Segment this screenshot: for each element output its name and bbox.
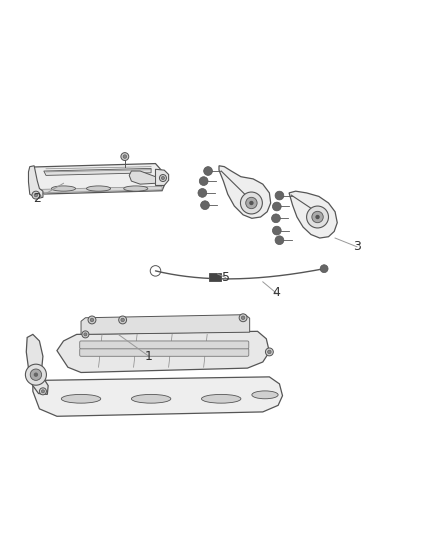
- Circle shape: [272, 226, 281, 235]
- Circle shape: [159, 174, 166, 182]
- Polygon shape: [289, 191, 337, 238]
- Circle shape: [123, 155, 127, 158]
- Circle shape: [88, 316, 96, 324]
- Circle shape: [240, 192, 262, 214]
- Ellipse shape: [51, 186, 75, 191]
- Ellipse shape: [61, 394, 101, 403]
- Polygon shape: [57, 332, 269, 373]
- Circle shape: [199, 177, 208, 185]
- Circle shape: [241, 316, 245, 319]
- Circle shape: [239, 314, 247, 322]
- Polygon shape: [28, 166, 43, 199]
- Circle shape: [307, 206, 328, 228]
- Circle shape: [34, 373, 38, 377]
- Polygon shape: [33, 377, 283, 416]
- Text: 1: 1: [145, 350, 153, 363]
- Circle shape: [30, 369, 42, 381]
- Circle shape: [268, 350, 271, 354]
- Circle shape: [204, 167, 212, 175]
- Circle shape: [25, 364, 46, 385]
- Circle shape: [121, 152, 129, 160]
- Circle shape: [39, 388, 46, 395]
- Circle shape: [32, 191, 40, 199]
- Polygon shape: [155, 169, 169, 185]
- Text: 5: 5: [222, 271, 230, 284]
- FancyBboxPatch shape: [209, 273, 221, 281]
- Polygon shape: [37, 187, 162, 193]
- Ellipse shape: [201, 394, 241, 403]
- Polygon shape: [30, 164, 164, 194]
- Circle shape: [121, 318, 124, 322]
- Circle shape: [82, 331, 89, 338]
- Circle shape: [320, 265, 328, 273]
- Circle shape: [201, 201, 209, 209]
- Circle shape: [275, 236, 284, 245]
- Ellipse shape: [86, 186, 110, 191]
- Circle shape: [198, 189, 207, 197]
- Circle shape: [161, 176, 165, 180]
- Ellipse shape: [124, 186, 148, 191]
- Ellipse shape: [252, 391, 278, 399]
- Circle shape: [272, 202, 281, 211]
- Circle shape: [90, 318, 94, 322]
- FancyBboxPatch shape: [80, 349, 249, 356]
- Circle shape: [41, 390, 45, 393]
- Circle shape: [265, 348, 273, 356]
- Polygon shape: [129, 171, 155, 184]
- Text: 2: 2: [33, 192, 41, 205]
- Circle shape: [312, 211, 323, 223]
- Circle shape: [34, 193, 38, 197]
- Circle shape: [275, 191, 284, 200]
- Text: 3: 3: [353, 240, 361, 253]
- FancyBboxPatch shape: [80, 341, 249, 349]
- Polygon shape: [219, 166, 271, 219]
- Circle shape: [272, 214, 280, 223]
- Polygon shape: [81, 314, 250, 334]
- Polygon shape: [26, 334, 48, 394]
- Ellipse shape: [131, 394, 171, 403]
- Text: 4: 4: [272, 286, 280, 300]
- Circle shape: [119, 316, 127, 324]
- Polygon shape: [44, 168, 151, 175]
- Circle shape: [249, 201, 254, 205]
- Circle shape: [84, 333, 87, 336]
- Circle shape: [315, 215, 320, 219]
- Circle shape: [246, 197, 257, 209]
